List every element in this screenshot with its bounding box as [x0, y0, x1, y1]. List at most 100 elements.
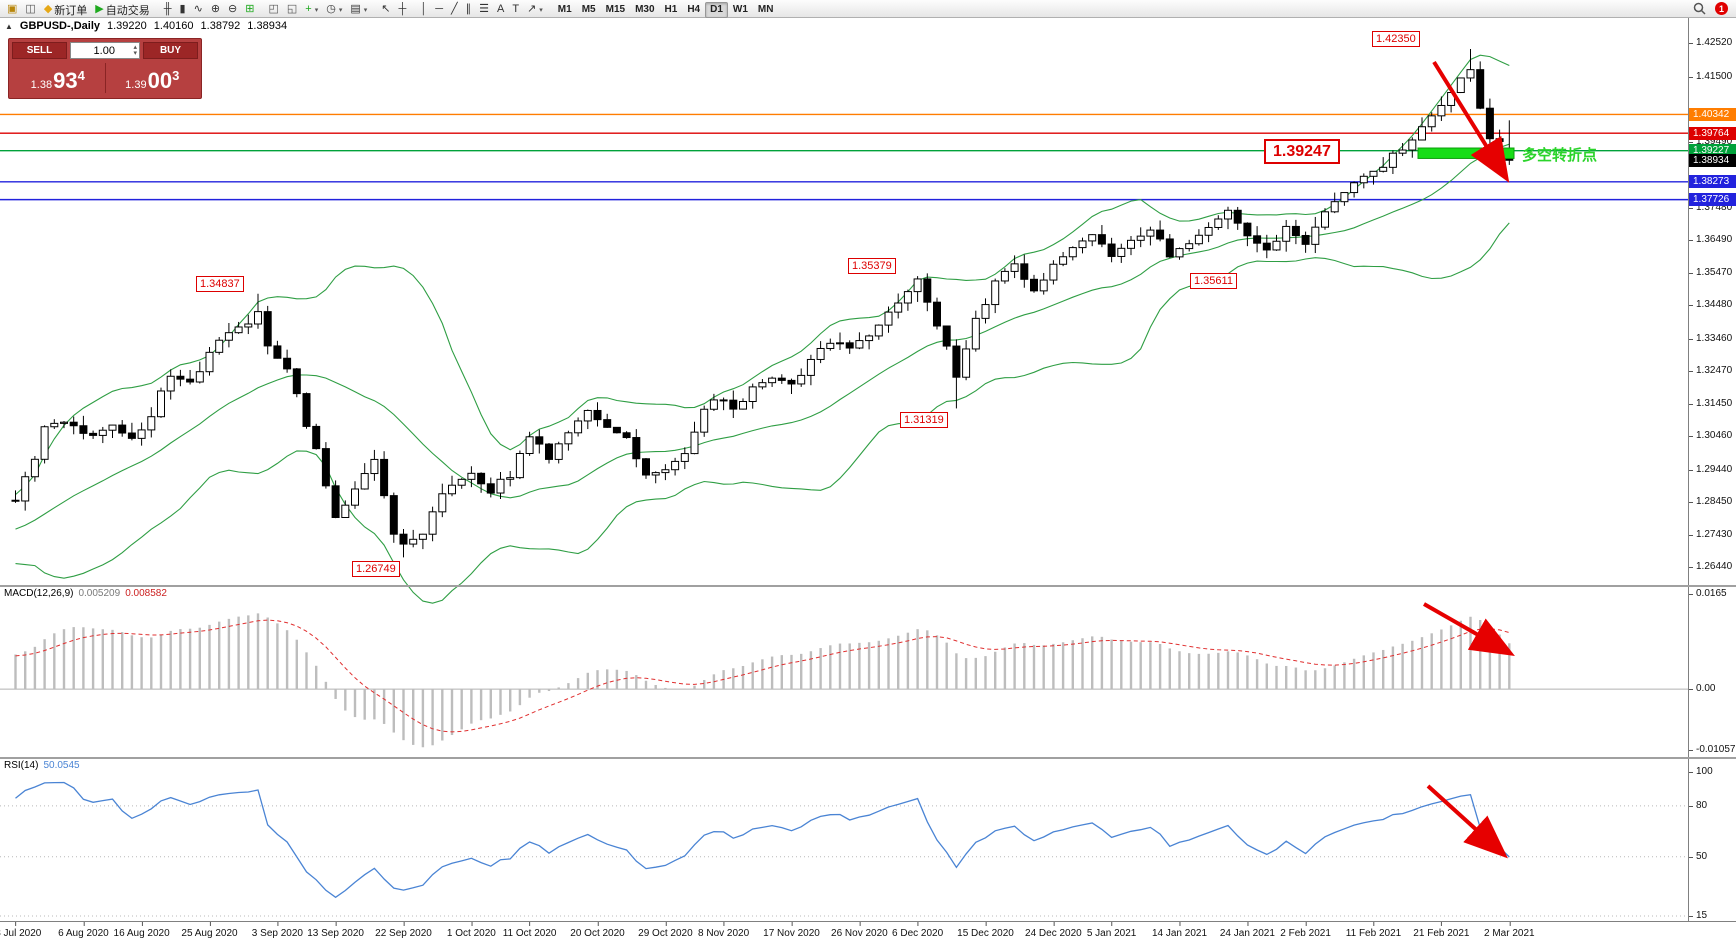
price-callout[interactable]: 1.35611: [1190, 272, 1237, 289]
date-label: 11 Oct 2020: [502, 922, 557, 939]
buy-price[interactable]: 1.39 00 3: [107, 61, 199, 95]
buy-price-prefix: 1.39: [125, 79, 147, 91]
price-callout[interactable]: 1.26749: [352, 561, 400, 578]
templates-menu[interactable]: ▤ ▾: [346, 2, 371, 18]
sell-price[interactable]: 1.38 93 4: [12, 61, 104, 95]
timeframe-d1[interactable]: D1: [705, 1, 728, 18]
price-tick-label: 1.35470: [1689, 267, 1736, 279]
panel-separator[interactable]: [0, 585, 1736, 587]
ohlc-high: 1.40160: [153, 20, 194, 32]
zone-label[interactable]: 多空转折点: [1522, 147, 1598, 165]
new-chart-icon[interactable]: ▣: [3, 2, 21, 18]
horizontal-line-icon[interactable]: ─: [431, 2, 447, 18]
new-order-button[interactable]: ◆ 新订单: [40, 2, 91, 18]
search-icon[interactable]: [1689, 1, 1710, 17]
bar-chart-icon-glyph: ╫: [163, 3, 172, 16]
cascade-windows-icon-glyph: ◰: [268, 3, 279, 16]
date-label: 5 Jan 2021: [1086, 922, 1137, 939]
rsi-trend-arrow[interactable]: [1426, 784, 1508, 859]
date-label: 15 Dec 2020: [957, 922, 1014, 939]
vertical-line-icon[interactable]: │: [416, 2, 431, 18]
macd-scale-label: 0.0165: [1689, 588, 1736, 600]
bar-chart-icon[interactable]: ╫: [160, 2, 176, 18]
periods-menu[interactable]: ◷ ▾: [322, 2, 346, 18]
rsi-title: RSI(14): [4, 760, 39, 771]
volume-down-button[interactable]: ▾: [133, 49, 137, 57]
chevron-down-icon: ▾: [539, 6, 543, 14]
timeframe-h1[interactable]: H1: [664, 4, 678, 16]
timeframe-mn[interactable]: MN: [757, 4, 774, 16]
timeframe-m30[interactable]: M30: [635, 4, 655, 16]
notification-badge[interactable]: 1: [1715, 2, 1728, 15]
price-tick-label: 1.34480: [1689, 299, 1736, 311]
fibonacci-icon[interactable]: ☰: [475, 2, 493, 18]
line-chart-icon[interactable]: ∿: [190, 2, 207, 18]
indicators-menu-glyph: +: [305, 3, 312, 16]
periods-menu-glyph: ◷: [326, 3, 336, 16]
rsi-value: 50.0545: [43, 760, 80, 771]
vertical-line-icon-glyph: │: [420, 3, 428, 16]
one-click-trading-panel: SELL 1.00 ▴ ▾ BUY 1.38 93 4: [8, 38, 202, 99]
timeframe-h4[interactable]: H4: [687, 4, 701, 16]
date-label: 11 Feb 2021: [1345, 922, 1402, 939]
volume-input[interactable]: 1.00 ▴ ▾: [70, 42, 140, 59]
macd-trend-arrow[interactable]: [1423, 602, 1515, 656]
text-label-icon[interactable]: T: [508, 2, 523, 18]
price-callout[interactable]: 1.42350: [1372, 30, 1420, 47]
tile-windows-icon-glyph: ⊞: [245, 3, 255, 16]
toolbar: ▣ ◫ ◆ 新订单 ▶ 自动交易 ╫ ▮ ∿ ⊕ ⊖ ⊞ ◰ ◱ + ▾ ◷ ▾ ▤ ▾ ↖ ┼ │ ─ ╱ ∥ ☰ A T ↗ ▾ M1 M5…: [0, 0, 1736, 18]
rsi-line: [15, 781, 1510, 899]
cascade-windows-icon[interactable]: ◰: [264, 2, 282, 18]
price-scale[interactable]: 1.42520 1.41500 1.39490 1.37480 1.36490 1.354…: [1688, 18, 1736, 921]
sell-button[interactable]: SELL: [12, 42, 67, 59]
crosshair-icon[interactable]: ┼: [395, 2, 411, 18]
tile-windows-icon[interactable]: ⊞: [241, 2, 258, 18]
highlight-zone[interactable]: [1417, 147, 1515, 159]
price-tick-label: 1.41500: [1689, 71, 1736, 83]
indicators-menu[interactable]: + ▾: [301, 2, 322, 18]
macd-signal-line: [15, 619, 1510, 733]
volume-up-button[interactable]: ▴: [133, 43, 137, 51]
timeframe-w1[interactable]: W1: [732, 4, 748, 16]
macd-header: MACD(12,26,9) 0.005209 0.008582: [4, 588, 167, 599]
text-icon[interactable]: A: [493, 2, 508, 18]
fibonacci-icon-glyph: ☰: [479, 3, 489, 16]
candlestick-chart-icon[interactable]: ▮: [176, 2, 190, 18]
autotrade-button[interactable]: ▶ 自动交易: [91, 2, 153, 18]
date-label: 8 Nov 2020: [698, 922, 750, 939]
collapse-icon[interactable]: ▲: [5, 21, 13, 31]
macd-title: MACD(12,26,9): [4, 588, 74, 599]
timeframe-m5[interactable]: M5: [581, 4, 596, 16]
trendline-icon[interactable]: ╱: [447, 2, 462, 18]
chevron-down-icon: ▾: [363, 6, 368, 14]
panel-separator[interactable]: [0, 757, 1736, 759]
channel-icon[interactable]: ∥: [462, 2, 476, 18]
price-callout[interactable]: 1.34837: [196, 275, 244, 292]
toolbar-right-group: 1: [1689, 1, 1733, 17]
cursor-icon[interactable]: ↖: [377, 2, 394, 18]
buy-price-pip: 3: [172, 68, 180, 83]
price-callout[interactable]: 1.39247: [1264, 139, 1340, 165]
crosshair-icon-glyph: ┼: [398, 3, 407, 16]
timeframe-m15[interactable]: M15: [605, 4, 626, 16]
price-trend-arrow[interactable]: [1432, 60, 1510, 183]
chart-canvas[interactable]: [0, 18, 1688, 921]
zoom-in-icon[interactable]: ⊕: [207, 2, 224, 18]
rsi-scale-label: 100: [1689, 766, 1736, 778]
buy-button[interactable]: BUY: [143, 42, 198, 59]
profiles-icon[interactable]: ◫: [21, 2, 39, 18]
zoom-out-icon[interactable]: ⊖: [224, 2, 241, 18]
price-tick-label: 1.30460: [1689, 430, 1736, 442]
price-callout[interactable]: 1.35379: [848, 258, 896, 275]
date-label: 28 Jul 2020: [0, 922, 41, 939]
arrange-windows-icon[interactable]: ◱: [283, 2, 301, 18]
timeframe-m1[interactable]: M1: [557, 4, 572, 16]
new-order-button-label: 新订单: [54, 4, 88, 17]
arrows-menu[interactable]: ↗ ▾: [523, 2, 547, 18]
autotrade-button-glyph: ▶: [95, 3, 104, 16]
price-callout[interactable]: 1.31319: [900, 412, 948, 429]
date-label: 2 Feb 2021: [1280, 922, 1331, 939]
